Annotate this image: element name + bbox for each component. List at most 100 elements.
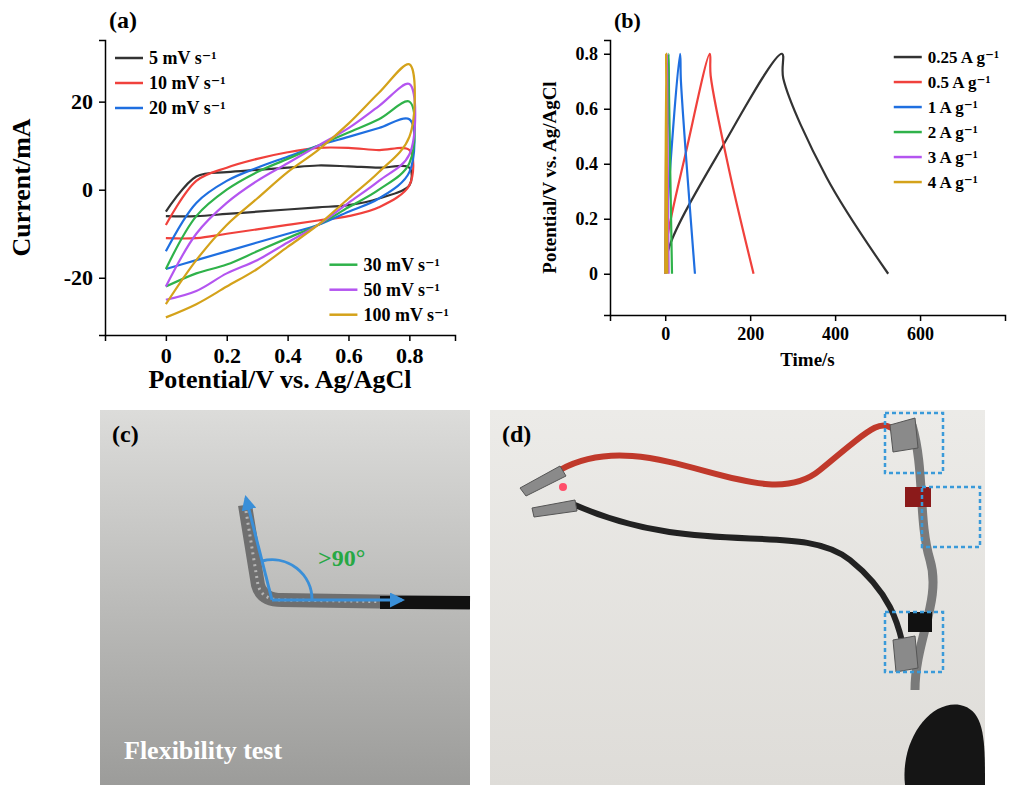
tick-mark <box>604 274 610 276</box>
legend-item: 50 mV s⁻¹ <box>329 280 440 300</box>
tick-label: 0 <box>161 343 172 368</box>
legend-item: 10 mV s⁻¹ <box>115 73 226 93</box>
angle-arrow <box>246 498 272 600</box>
tick-label: 200 <box>737 324 764 344</box>
panel-letter: (a) <box>109 7 137 33</box>
legend-swatch <box>894 81 922 84</box>
legend-swatch <box>115 107 143 110</box>
photo-background <box>100 410 470 785</box>
tick-label: 0 <box>589 264 598 284</box>
tick-label: 0.2 <box>213 343 241 368</box>
legend-swatch <box>894 131 922 134</box>
tick-label: 0.4 <box>576 154 599 174</box>
panel: 0 200 400 600 0 0.2 0.4 0.6 0.8 Time/s Potential/V… <box>539 8 1006 370</box>
legend: 30 mV s⁻¹ 50 mV s⁻¹ 100 mV s⁻¹ <box>329 255 449 325</box>
x-axis: 0200400600 <box>611 315 1006 344</box>
black-wire <box>575 505 905 652</box>
legend-swatch <box>894 181 922 184</box>
legend-item: 0.25 A g⁻¹ <box>894 48 999 67</box>
tick-label: -20 <box>64 265 93 290</box>
panel-letter: (c) <box>112 421 139 447</box>
y-axis-title: Current/mA <box>7 118 36 256</box>
tick-label: 0 <box>82 177 93 202</box>
tick-mark <box>665 315 667 321</box>
y-axis-title: Potential/V vs. Ag/AgCl <box>539 81 560 273</box>
tick-mark <box>604 54 610 56</box>
legend-swatch <box>329 313 357 316</box>
tick: 0.2 <box>213 335 241 368</box>
legend-swatch <box>894 56 922 59</box>
led-light <box>559 483 567 491</box>
tape <box>905 487 931 507</box>
tick: 0 <box>589 264 610 284</box>
tick-label: 0.6 <box>335 343 363 368</box>
clip-connector <box>520 466 566 496</box>
y-axis: 0 0.2 0.4 0.6 0.8 <box>576 41 611 316</box>
tick-mark <box>166 335 168 341</box>
tick: 0.4 <box>576 154 611 174</box>
legend-swatch <box>115 82 143 85</box>
tick: 20 <box>71 89 105 114</box>
panel-letter: (b) <box>614 8 641 33</box>
axis-line <box>99 41 106 336</box>
electrode-strip <box>245 505 470 603</box>
tick-mark <box>604 219 610 221</box>
legend: 0.25 A g⁻¹ 0.5 A g⁻¹ 1 A g⁻¹ 2 A g⁻¹ 3 A g⁻¹… <box>894 48 999 192</box>
tick-label: 600 <box>907 324 934 344</box>
legend-label: 1 A g⁻¹ <box>928 98 978 117</box>
legend-label: 10 mV s⁻¹ <box>149 73 226 93</box>
tick: 0.8 <box>396 335 424 368</box>
tick-label: 0.8 <box>396 343 424 368</box>
tick-label: 0.6 <box>576 99 599 119</box>
tick-mark <box>835 315 837 321</box>
right-clip <box>893 636 918 672</box>
tick-mark <box>99 278 105 280</box>
photo-background <box>490 410 985 785</box>
legend-swatch <box>115 57 143 60</box>
tick-label: 400 <box>822 324 849 344</box>
x-axis-title: Time/s <box>780 349 835 370</box>
series-line <box>665 54 667 274</box>
tick: 0.4 <box>274 335 302 368</box>
figure: 0 0.2 0.4 0.6 0.8 -20 0 20 Potential/V vs. Ag/Ag… <box>0 0 1017 792</box>
tick-mark <box>348 335 350 341</box>
legend-item: 3 A g⁻¹ <box>894 148 978 167</box>
highlight-box <box>922 487 980 547</box>
plot-lines <box>665 54 888 274</box>
panel-letter: (d) <box>502 421 531 447</box>
tick-mark <box>287 335 289 341</box>
series-line <box>665 54 672 274</box>
legend-item: 0.5 A g⁻¹ <box>894 73 991 92</box>
tick: 0.2 <box>576 209 611 229</box>
tick-label: 0.2 <box>576 209 599 229</box>
legend-item: 4 A g⁻¹ <box>894 173 978 192</box>
tape <box>908 612 932 632</box>
legend-label: 30 mV s⁻¹ <box>363 255 440 275</box>
tick: 0.8 <box>576 44 611 64</box>
legend-label: 4 A g⁻¹ <box>928 173 978 192</box>
right-clip <box>890 418 918 452</box>
legend-label: 2 A g⁻¹ <box>928 123 978 142</box>
axis-line <box>611 316 1006 322</box>
tick-mark <box>226 335 228 341</box>
angle-label: >90° <box>318 545 365 571</box>
legend-label: 5 mV s⁻¹ <box>149 48 217 68</box>
highlight-box <box>885 413 943 473</box>
x-axis: 0 0.2 0.4 0.6 0.8 <box>106 335 456 368</box>
axis-line <box>106 336 456 342</box>
axis-line <box>604 41 611 316</box>
clip-connector <box>532 500 577 517</box>
tick: 600 <box>907 315 934 344</box>
tick: -20 <box>64 265 105 290</box>
series-line <box>665 54 888 274</box>
tick-label: 20 <box>71 89 93 114</box>
x-axis-title: Potential/V vs. Ag/AgCl <box>148 365 411 394</box>
legend-item: 20 mV s⁻¹ <box>115 98 226 118</box>
legend-item: 100 mV s⁻¹ <box>329 305 449 325</box>
legend-label: 3 A g⁻¹ <box>928 148 978 167</box>
series-line <box>665 54 668 274</box>
photo-caption: Flexibility test <box>124 736 282 765</box>
red-wire <box>560 425 898 484</box>
glove <box>904 705 985 785</box>
tick-mark <box>920 315 922 321</box>
